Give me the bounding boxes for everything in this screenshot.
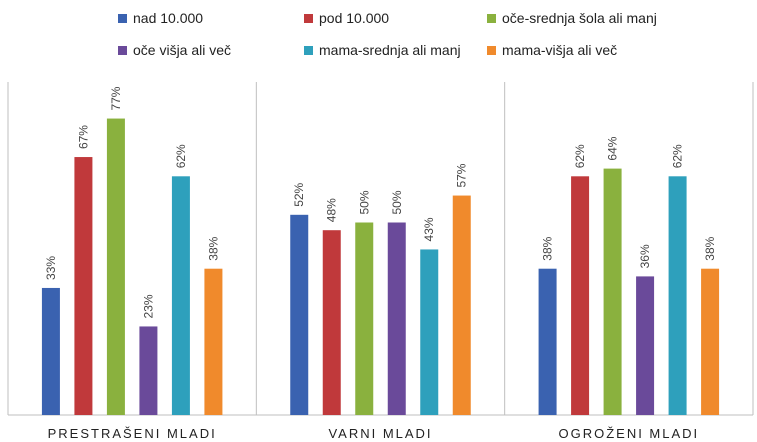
bar [701, 268, 720, 415]
data-label: 50% [357, 190, 371, 214]
bar [290, 214, 309, 415]
data-label: 57% [455, 163, 469, 187]
bar [355, 222, 374, 415]
bar [74, 157, 93, 416]
bar [322, 230, 341, 415]
data-label: 50% [390, 190, 404, 214]
bar [139, 326, 158, 415]
bar [106, 118, 125, 416]
data-label: 62% [573, 144, 587, 168]
bar [538, 268, 557, 415]
bar [204, 268, 223, 415]
legend-item: nad 10.000 [118, 8, 203, 28]
bar [171, 176, 190, 415]
bar [603, 168, 622, 415]
data-label: 38% [541, 236, 555, 260]
bar [571, 176, 590, 415]
bar [41, 287, 60, 415]
legend-label: mama-višja ali več [502, 42, 618, 58]
data-label: 43% [422, 217, 436, 241]
legend-item: mama-srednja ali manj [304, 40, 461, 60]
data-label: 77% [109, 86, 123, 110]
data-label: 62% [671, 144, 685, 168]
category-label: OGROŽENI MLADI [558, 426, 699, 441]
bar [387, 222, 406, 415]
legend: nad 10.000 pod 10.000 oče-srednja šola ali… [0, 0, 757, 70]
legend-item: mama-višja ali več [487, 40, 617, 60]
data-label: 62% [174, 144, 188, 168]
legend-swatch [304, 13, 313, 23]
data-label: 67% [76, 125, 90, 149]
data-label: 64% [606, 136, 620, 160]
legend-label: pod 10.000 [319, 10, 390, 26]
legend-swatch [304, 45, 313, 55]
bar [420, 249, 439, 415]
legend-label: mama-srednja ali manj [319, 42, 461, 58]
legend-item: oče višja ali več [118, 40, 231, 60]
data-label: 23% [141, 294, 155, 318]
bar [668, 176, 687, 415]
data-label: 36% [638, 244, 652, 268]
category-label: PRESTRAŠENI MLADI [48, 426, 217, 441]
data-label: 52% [292, 182, 306, 206]
legend-swatch [487, 13, 496, 23]
legend-label: nad 10.000 [133, 10, 204, 26]
bar [452, 195, 471, 415]
legend-swatch [118, 45, 127, 55]
bar [636, 276, 655, 415]
legend-item: oče-srednja šola ali manj [487, 8, 657, 28]
category-label: VARNI MLADI [328, 426, 432, 441]
data-label: 38% [206, 236, 220, 260]
legend-label: oče-srednja šola ali manj [502, 10, 657, 26]
legend-swatch [487, 45, 496, 55]
legend-label: oče višja ali več [133, 42, 232, 58]
data-label: 48% [325, 198, 339, 222]
data-label: 38% [703, 236, 717, 260]
data-label: 33% [44, 256, 58, 280]
legend-item: pod 10.000 [304, 8, 389, 28]
legend-swatch [118, 13, 127, 23]
